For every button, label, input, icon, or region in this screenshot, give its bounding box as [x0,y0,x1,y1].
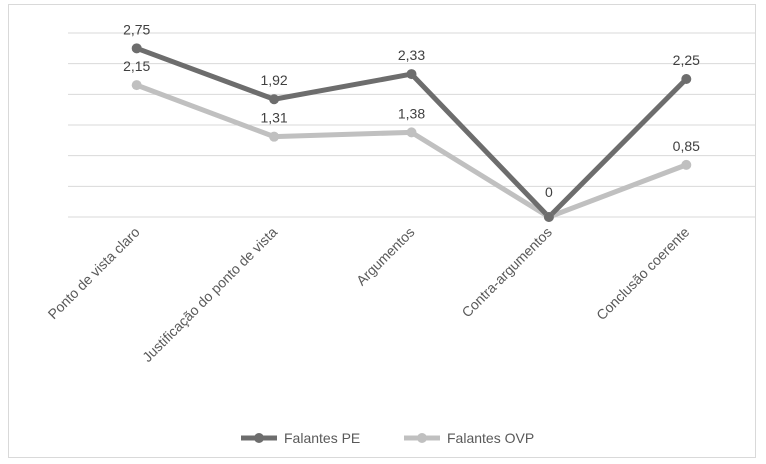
data-point [681,74,692,84]
data-point [406,127,417,138]
data-point [406,69,417,80]
data-label: 1,38 [398,105,425,121]
data-label: 1,31 [260,110,287,126]
data-label: 0 [545,184,553,200]
gridlines [68,32,755,218]
category-label: Conclusão coerente [593,224,693,324]
data-label: 2,15 [123,58,150,74]
legend-label: Falantes PE [284,430,360,446]
category-label: Ponto de vista claro [45,224,143,322]
data-label: 0,85 [673,138,700,154]
data-labels: 2,75 1,92 2,33 0 2,25 2,15 1,31 1,38 0,85 [123,21,700,200]
legend: Falantes PE Falantes OVP [241,430,534,446]
category-label: Contra-argumentos [458,224,555,321]
data-point [131,43,142,54]
data-point [681,159,692,170]
legend-swatch-marker [254,433,264,443]
data-label: 2,75 [123,21,150,37]
series-points [131,43,692,222]
legend-swatch-marker [417,433,427,443]
category-label: Justificação do ponto de vista [139,224,280,365]
data-point [131,80,142,91]
legend-label: Falantes OVP [447,430,534,446]
data-label: 2,25 [673,52,700,68]
data-point [543,212,554,222]
data-point [269,94,280,105]
data-point [269,131,280,142]
data-label: 1,92 [260,72,287,88]
category-label: Argumentos [353,224,418,289]
data-label: 2,33 [398,47,425,63]
